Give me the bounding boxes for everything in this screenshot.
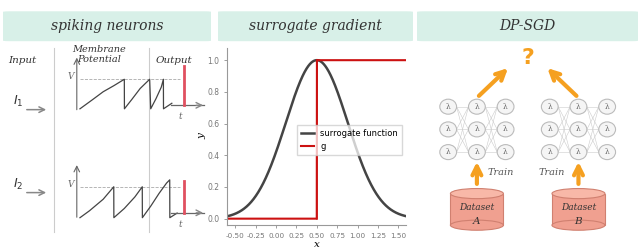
Ellipse shape	[552, 188, 605, 199]
Text: $I_1$: $I_1$	[13, 94, 23, 109]
Text: λ: λ	[445, 126, 451, 134]
Text: V: V	[67, 180, 74, 189]
Text: λ: λ	[605, 148, 610, 156]
Circle shape	[440, 144, 456, 160]
Circle shape	[468, 144, 485, 160]
Text: λ: λ	[474, 126, 479, 134]
Text: λ: λ	[445, 103, 451, 111]
Text: λ: λ	[445, 148, 451, 156]
Text: B: B	[575, 217, 582, 226]
Text: λ: λ	[576, 148, 581, 156]
Text: Train: Train	[539, 168, 565, 177]
FancyBboxPatch shape	[216, 11, 415, 41]
Circle shape	[497, 144, 514, 160]
Text: λ: λ	[503, 126, 508, 134]
Text: $I_2$: $I_2$	[13, 177, 23, 192]
Circle shape	[468, 122, 485, 137]
Text: A: A	[473, 217, 481, 226]
Circle shape	[440, 122, 456, 137]
Text: λ: λ	[547, 126, 552, 134]
Circle shape	[599, 144, 616, 160]
Circle shape	[541, 144, 558, 160]
Text: Output: Output	[156, 56, 192, 65]
Circle shape	[440, 99, 456, 114]
Ellipse shape	[451, 188, 504, 199]
FancyBboxPatch shape	[415, 11, 640, 41]
Text: Input: Input	[8, 56, 36, 65]
Circle shape	[599, 122, 616, 137]
Text: Train: Train	[488, 168, 515, 177]
Text: Dataset: Dataset	[561, 203, 596, 212]
Circle shape	[468, 99, 485, 114]
Legend: surrogate function, g: surrogate function, g	[297, 124, 402, 155]
Text: spiking neurons: spiking neurons	[51, 18, 163, 32]
Text: λ: λ	[605, 126, 610, 134]
Text: t: t	[178, 112, 182, 122]
Circle shape	[570, 122, 587, 137]
Ellipse shape	[552, 220, 605, 230]
Text: Membrane
Potential: Membrane Potential	[72, 45, 125, 64]
Text: Dataset: Dataset	[460, 203, 495, 212]
X-axis label: x: x	[314, 240, 320, 249]
Text: V: V	[67, 72, 74, 81]
Text: t: t	[178, 220, 182, 229]
Circle shape	[570, 144, 587, 160]
Text: surrogate gradient: surrogate gradient	[249, 18, 381, 32]
Text: λ: λ	[474, 103, 479, 111]
Circle shape	[541, 122, 558, 137]
Text: DP-SGD: DP-SGD	[500, 18, 556, 32]
Text: λ: λ	[547, 148, 552, 156]
Bar	[451, 194, 504, 225]
Text: λ: λ	[576, 103, 581, 111]
Text: λ: λ	[474, 148, 479, 156]
Y-axis label: y: y	[197, 133, 206, 139]
Text: λ: λ	[605, 103, 610, 111]
Circle shape	[497, 99, 514, 114]
Text: λ: λ	[503, 148, 508, 156]
Circle shape	[599, 99, 616, 114]
Text: λ: λ	[547, 103, 552, 111]
Text: λ: λ	[576, 126, 581, 134]
Bar	[552, 194, 605, 225]
Circle shape	[497, 122, 514, 137]
FancyBboxPatch shape	[1, 11, 213, 41]
Circle shape	[541, 99, 558, 114]
Circle shape	[570, 99, 587, 114]
Ellipse shape	[451, 220, 504, 230]
Text: λ: λ	[503, 103, 508, 111]
Text: ?: ?	[521, 48, 534, 68]
